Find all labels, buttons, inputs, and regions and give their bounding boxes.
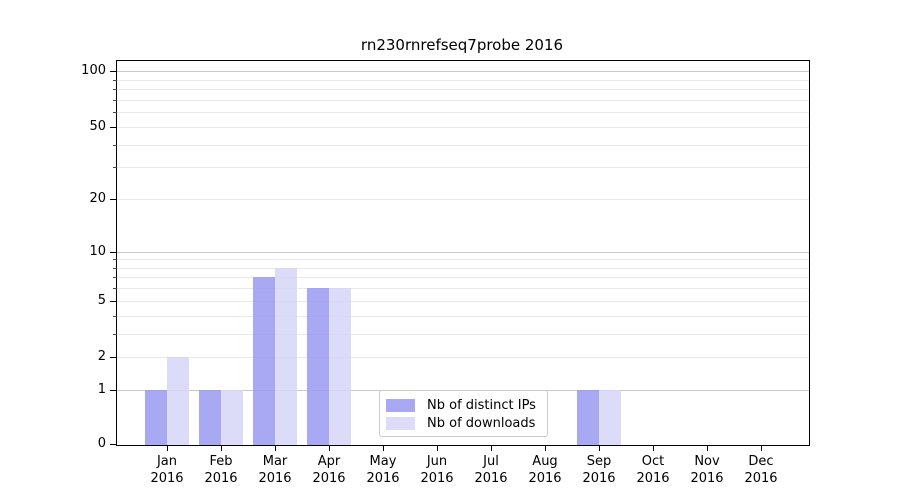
y-minor-tick-8 bbox=[113, 267, 117, 269]
gridline-y-30 bbox=[117, 167, 809, 169]
y-tick-2 bbox=[110, 357, 117, 359]
bars-layer bbox=[117, 61, 809, 445]
y-minor-tick-7 bbox=[113, 277, 117, 279]
x-tick-jun bbox=[436, 446, 438, 451]
y-tick-label-1: 1 bbox=[97, 382, 106, 397]
bar-distinct-ips-mar bbox=[253, 277, 275, 445]
tick-layer: 0 1 2 5 10 20 50 100 Jan 2016 Feb 2016 Mar 2016 Apr 201… bbox=[81, 61, 809, 486]
y-tick-5 bbox=[110, 300, 117, 302]
x-tick-oct bbox=[652, 446, 654, 451]
y-tick-label-2: 2 bbox=[97, 349, 106, 365]
y-minor-tick-6 bbox=[113, 288, 117, 290]
y-minor-tick-90 bbox=[113, 79, 117, 81]
legend: Nb of distinct IPs Nb of downloads bbox=[379, 390, 548, 437]
x-tick-label-jan: Jan 2016 bbox=[150, 454, 184, 486]
x-tick-aug bbox=[544, 446, 546, 451]
x-tick-label-jul: Jul 2016 bbox=[474, 454, 508, 486]
bar-distinct-ips-jan bbox=[145, 390, 167, 445]
gridline-y-3 bbox=[117, 333, 809, 335]
gridline-y-2 bbox=[117, 357, 809, 359]
y-minor-tick-40 bbox=[113, 144, 117, 146]
legend-swatch-distinct-ips-icon bbox=[386, 398, 415, 412]
legend-entry-downloads: Nb of downloads bbox=[386, 414, 539, 432]
gridline-y-40 bbox=[117, 144, 809, 146]
y-tick-label-5: 5 bbox=[97, 292, 106, 308]
gridline-y-80 bbox=[117, 89, 809, 91]
gridline-y-50 bbox=[117, 126, 809, 128]
x-tick-label-mar: Mar 2016 bbox=[258, 454, 292, 486]
x-tick-label-feb: Feb 2016 bbox=[204, 454, 238, 486]
bar-distinct-ips-apr bbox=[307, 288, 329, 445]
plot-area: 0 1 2 5 10 20 50 100 Jan 2016 Feb 2016 Mar 2016 Apr 201… bbox=[81, 60, 810, 486]
gridline-y-7 bbox=[117, 277, 809, 279]
gridline-y-20 bbox=[117, 198, 809, 200]
y-tick-label-0: 0 bbox=[97, 436, 106, 451]
bar-downloads-sep bbox=[599, 390, 621, 445]
bar-downloads-jan bbox=[167, 357, 189, 445]
y-tick-label-10: 10 bbox=[89, 243, 106, 259]
x-tick-label-nov: Nov 2016 bbox=[690, 454, 724, 486]
chart-title: rn230rnrefseq7probe 2016 bbox=[360, 36, 564, 54]
y-tick-1 bbox=[110, 390, 117, 392]
y-minor-tick-3 bbox=[113, 333, 117, 335]
bar-downloads-mar bbox=[275, 267, 297, 445]
gridline-y-10 bbox=[117, 251, 809, 253]
legend-label-downloads: Nb of downloads bbox=[427, 415, 536, 431]
bar-downloads-apr bbox=[329, 288, 351, 445]
y-tick-50 bbox=[110, 126, 117, 128]
y-minor-tick-60 bbox=[113, 112, 117, 114]
y-minor-tick-9 bbox=[113, 259, 117, 261]
x-tick-apr bbox=[328, 446, 330, 451]
y-minor-tick-80 bbox=[113, 89, 117, 91]
bar-distinct-ips-feb bbox=[199, 390, 221, 445]
y-minor-tick-30 bbox=[113, 167, 117, 169]
y-minor-tick-4 bbox=[113, 315, 117, 317]
gridline-y-5 bbox=[117, 300, 809, 302]
x-tick-jul bbox=[490, 446, 492, 451]
gridline-y-70 bbox=[117, 99, 809, 101]
x-tick-label-may: May 2016 bbox=[366, 454, 400, 486]
y-tick-label-100: 100 bbox=[81, 63, 106, 79]
x-tick-jan bbox=[166, 446, 168, 451]
bar-distinct-ips-sep bbox=[577, 390, 599, 445]
y-tick-20 bbox=[110, 198, 117, 201]
x-tick-label-dec: Dec 2016 bbox=[744, 454, 778, 486]
x-tick-label-oct: Oct 2016 bbox=[636, 454, 670, 486]
x-tick-sep bbox=[598, 446, 600, 451]
y-tick-0 bbox=[110, 444, 117, 446]
y-tick-label-50: 50 bbox=[89, 118, 106, 134]
legend-label-distinct-ips: Nb of distinct IPs bbox=[427, 397, 536, 413]
grid-layer bbox=[117, 61, 809, 445]
legend-entry-distinct-ips: Nb of distinct IPs bbox=[386, 396, 539, 414]
gridline-y-6 bbox=[117, 288, 809, 290]
gridline-y-100 bbox=[117, 71, 809, 73]
x-tick-may bbox=[382, 446, 384, 451]
gridline-y-90 bbox=[117, 79, 809, 81]
x-tick-label-jun: Jun 2016 bbox=[420, 454, 454, 486]
x-tick-label-aug: Aug 2016 bbox=[528, 454, 562, 486]
x-tick-nov bbox=[706, 446, 708, 451]
y-tick-10 bbox=[110, 251, 117, 253]
gridline-y-60 bbox=[117, 112, 809, 114]
y-tick-100 bbox=[110, 71, 117, 73]
x-tick-label-sep: Sep 2016 bbox=[582, 454, 616, 486]
gridline-y-8 bbox=[117, 267, 809, 269]
gridline-y-4 bbox=[117, 315, 809, 317]
gridline-y-9 bbox=[117, 259, 809, 261]
x-tick-label-apr: Apr 2016 bbox=[312, 454, 346, 486]
bar-downloads-feb bbox=[221, 390, 243, 445]
x-tick-mar bbox=[274, 446, 276, 451]
legend-swatch-downloads-icon bbox=[386, 416, 415, 430]
x-tick-dec bbox=[760, 446, 762, 451]
y-minor-tick-70 bbox=[113, 99, 117, 101]
y-tick-label-20: 20 bbox=[89, 190, 106, 206]
x-tick-feb bbox=[220, 446, 222, 451]
